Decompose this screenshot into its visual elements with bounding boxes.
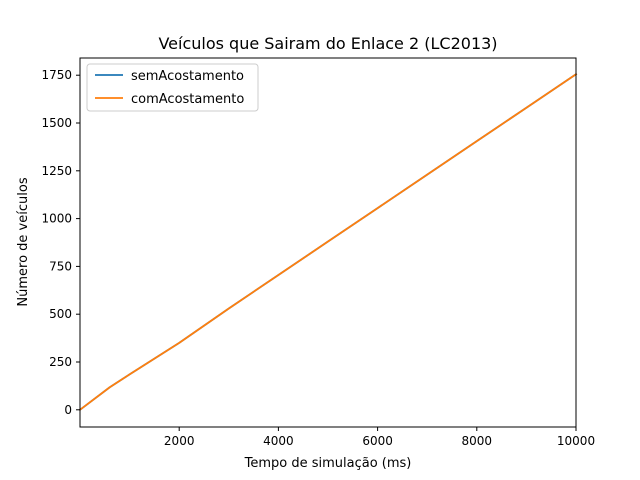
x-tick-label: 8000 bbox=[462, 434, 493, 448]
axes-frame bbox=[79, 57, 577, 428]
y-tick-label: 250 bbox=[49, 355, 72, 369]
y-axis-ticks: 0 250 500 750 1000 1250 1500 1750 bbox=[41, 68, 80, 417]
chart-title: Veículos que Sairam do Enlace 2 (LC2013) bbox=[158, 34, 497, 53]
y-tick-label: 750 bbox=[49, 259, 72, 273]
y-tick-label: 1750 bbox=[41, 68, 72, 82]
legend-box bbox=[86, 63, 259, 112]
legend-label-semAcostamento: semAcostamento bbox=[131, 69, 244, 84]
y-tick-label: 1000 bbox=[41, 212, 72, 226]
legend: semAcostamento comAcostamento bbox=[86, 63, 259, 112]
x-axis-label: Tempo de simulação (ms) bbox=[244, 456, 412, 471]
y-tick-label: 1500 bbox=[41, 116, 72, 130]
x-tick-label: 10000 bbox=[557, 434, 595, 448]
y-tick-label: 500 bbox=[49, 307, 72, 321]
series-line-comAcostamento bbox=[78, 73, 578, 412]
legend-label-comAcostamento: comAcostamento bbox=[131, 92, 244, 107]
x-tick-label: 4000 bbox=[263, 434, 294, 448]
series-layer bbox=[78, 73, 578, 412]
x-tick-label: 2000 bbox=[164, 434, 195, 448]
y-tick-label: 0 bbox=[64, 403, 72, 417]
y-axis-label: Número de veículos bbox=[16, 177, 31, 306]
x-tick-label: 6000 bbox=[362, 434, 393, 448]
y-tick-label: 1250 bbox=[41, 164, 72, 178]
x-axis-ticks: 2000 4000 6000 8000 10000 bbox=[164, 427, 595, 448]
